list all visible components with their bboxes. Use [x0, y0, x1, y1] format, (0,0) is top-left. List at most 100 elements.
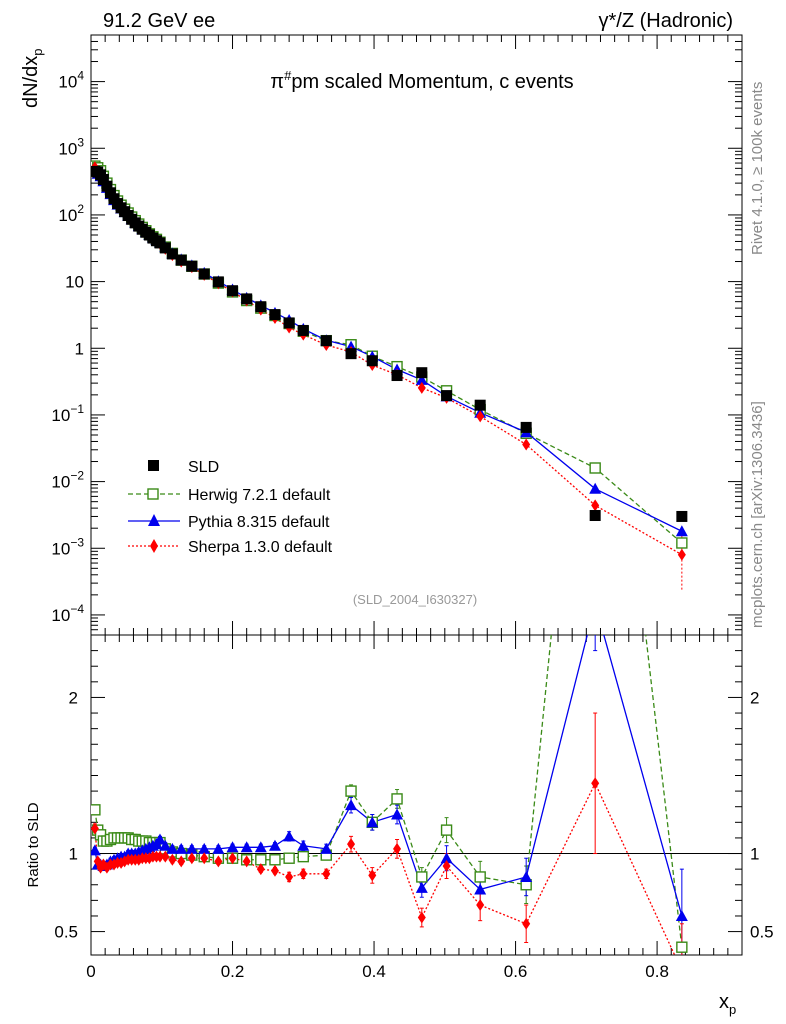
main-point-sld — [101, 180, 113, 192]
ratio-point-sherpa — [285, 870, 294, 883]
ratio-line-herwig — [94, 635, 683, 948]
main-point-herwig — [589, 462, 601, 474]
ratio-point-sherpa — [242, 855, 251, 868]
main-point-sld — [520, 421, 532, 433]
ratio-ytick-label: 0.5 — [54, 923, 78, 942]
ratio-series-group — [91, 598, 688, 977]
ratio-line-sherpa — [94, 781, 676, 955]
ratio-point-sherpa — [678, 965, 686, 977]
main-point-sld — [159, 242, 171, 254]
main-point-sherpa — [522, 438, 531, 451]
main-point-sld — [212, 276, 224, 288]
main-point-sld — [441, 390, 453, 402]
legend-marker-sld — [148, 460, 159, 471]
ratio-point-pythia — [226, 841, 239, 853]
ratio-xtick-label: 0.6 — [504, 962, 528, 981]
ratio-point-herwig — [416, 871, 428, 883]
ratio-point-pythia — [474, 883, 487, 895]
ratio-point-pythia — [366, 816, 379, 828]
ratio-point-sherpa — [91, 822, 99, 835]
ratio-point-sherpa — [161, 850, 170, 863]
ratio-point-pythia — [175, 842, 188, 854]
ratio-xtick-label: 0.8 — [645, 962, 669, 981]
ratio-point-sherpa — [522, 917, 531, 930]
legend-label-pythia: Pythia 8.315 default — [188, 514, 330, 531]
ratio-point-sherpa — [256, 863, 265, 876]
main-point-sld — [227, 285, 239, 297]
legend-marker-sherpa — [150, 539, 158, 553]
ratio-point-herwig — [440, 824, 453, 836]
ratio-ytick-label-right: 1 — [750, 845, 759, 864]
ratio-point-sherpa — [168, 853, 177, 866]
main-point-sld — [255, 301, 267, 313]
ratio-point-pythia — [345, 799, 358, 811]
main-point-sld — [283, 317, 295, 329]
main-ytick-label: 10 — [65, 273, 84, 292]
ratio-point-sherpa — [155, 850, 164, 863]
main-point-sld — [269, 309, 281, 321]
main-point-sherpa — [677, 548, 686, 561]
main-ytick-label: 10−2 — [51, 469, 84, 492]
ratio-point-sherpa — [368, 869, 377, 882]
legend-marker-pythia — [148, 514, 160, 526]
ratio-point-pythia — [254, 841, 267, 853]
main-point-sld — [198, 268, 210, 280]
ratio-point-sherpa — [476, 899, 485, 912]
ratio-point-sherpa — [120, 855, 129, 868]
ratio-point-sherpa — [442, 860, 451, 873]
main-point-sld — [166, 248, 178, 260]
ratio-point-pythia — [268, 839, 281, 851]
ratio-point-herwig — [676, 941, 688, 953]
main-ytick-label: 10−3 — [51, 535, 84, 558]
legend-label-sld: SLD — [188, 459, 219, 476]
ratio-point-pythia — [166, 842, 179, 854]
main-point-sld — [589, 510, 601, 522]
main-ytick-label: 10−4 — [51, 602, 84, 625]
ratio-ytick-label: 1 — [69, 845, 78, 864]
main-ytick-label: 10−1 — [51, 402, 84, 425]
ratio-point-herwig — [391, 793, 403, 805]
ratio-ylabel: Ratio to SLD — [25, 802, 42, 887]
main-ylabel: dN/dxp — [20, 49, 45, 108]
ratio-point-sherpa — [187, 852, 196, 865]
main-point-pythia — [675, 525, 688, 537]
main-point-pythia — [589, 482, 602, 494]
main-point-sld — [474, 399, 486, 411]
ratio-point-pythia — [185, 842, 198, 854]
ratio-point-sherpa — [393, 842, 402, 855]
main-point-sld — [345, 348, 357, 360]
rivet-label: Rivet 4.1.0, ≥ 100k events — [749, 82, 766, 255]
ratio-point-sherpa — [177, 855, 186, 868]
main-point-sld — [391, 370, 403, 382]
ratio-point-pythia — [675, 909, 688, 921]
ratio-point-pythia — [415, 881, 428, 893]
ratio-point-pythia — [240, 841, 253, 853]
main-point-sld — [175, 254, 187, 266]
ratio-point-pythia — [589, 598, 601, 609]
xlabel: xp — [719, 991, 736, 1017]
main-point-sherpa — [591, 499, 600, 512]
ratio-point-herwig — [297, 850, 309, 863]
main-point-sherpa — [417, 381, 426, 394]
ratio-ytick-label: 2 — [69, 688, 78, 707]
main-point-sld — [241, 293, 253, 305]
ratio-point-sherpa — [200, 852, 209, 865]
ratio-ytick-label-right: 0.5 — [750, 923, 774, 942]
main-point-pythia — [415, 373, 428, 385]
ratio-plot-frame — [90, 634, 743, 956]
ratio-xtick-label: 0.2 — [221, 962, 245, 981]
analysis-watermark: (SLD_2004_I630327) — [353, 592, 477, 607]
header-right: γ*/Z (Hadronic) — [599, 10, 733, 32]
main-point-sld — [366, 355, 378, 367]
mcplots-label: mcplots.cern.ch [arXiv:1306.3436] — [749, 401, 766, 628]
ratio-point-pythia — [440, 852, 453, 864]
ratio-point-sherpa — [347, 838, 356, 851]
ratio-point-sherpa — [214, 855, 223, 868]
ratio-ytick-label-right: 2 — [750, 688, 759, 707]
ratio-point-pythia — [283, 830, 296, 842]
ratio-point-pythia — [297, 839, 310, 851]
ratio-point-herwig — [345, 785, 357, 797]
ratio-point-herwig — [91, 804, 101, 816]
